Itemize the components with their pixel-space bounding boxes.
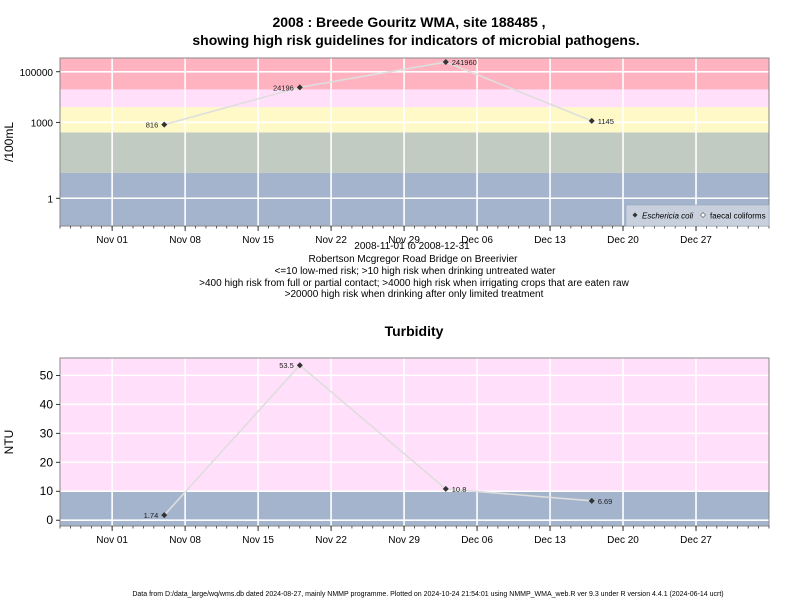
x-tick-label: Dec 27: [680, 535, 712, 546]
chart1-x-axis: Nov 01 Nov 08 Nov 15 Nov 22 Nov 29 Dec 06 Dec …: [59, 226, 770, 246]
risk-band: [60, 358, 769, 492]
chart1-legend-box: [625, 204, 770, 227]
x-tick-label: Nov 15: [242, 535, 274, 546]
risk-band: [60, 107, 769, 133]
chart1-title-line1: 2008 : Breede Gouritz WMA, site 188485 ,: [272, 14, 545, 30]
x-tick-label: Dec 06: [461, 535, 493, 546]
risk-band: [60, 58, 769, 90]
chart1-title-line2: showing high risk guidelines for indicat…: [192, 32, 639, 48]
data-point: [296, 84, 303, 91]
data-label: 1145: [598, 117, 614, 126]
chart1-subtitle-line: Robertson Mcgregor Road Bridge on Breeri…: [309, 254, 519, 265]
y-tick-label: 20: [40, 455, 54, 469]
x-tick-label: Nov 08: [169, 235, 201, 246]
chart1-subtitle-line: >20000 high risk when drinking after onl…: [285, 289, 544, 300]
risk-band: [60, 89, 769, 108]
footer-note: Data from D:/data_large/wq/wms.db dated …: [132, 591, 723, 598]
x-tick-label: Nov 08: [169, 535, 201, 546]
data-label: 1.74: [144, 511, 159, 520]
y-tick-label: 0: [46, 513, 53, 527]
x-tick-label: Dec 13: [534, 235, 566, 246]
chart2-gridlines: [60, 358, 769, 526]
x-tick-label: Nov 15: [242, 235, 274, 246]
series-line: [163, 364, 592, 516]
data-point: [442, 59, 449, 66]
legend-faecal-marker: [700, 212, 706, 218]
y-tick-label: 1: [47, 194, 53, 205]
data-point: [296, 362, 303, 369]
x-tick-label: Dec 06: [461, 235, 493, 246]
chart1-series: 816 24196 241960 1145: [146, 58, 614, 130]
y-tick-label: 40: [40, 397, 54, 411]
data-point: [588, 117, 595, 124]
x-tick-label: Dec 13: [534, 535, 566, 546]
legend-ecoli-marker: [632, 212, 638, 218]
y-tick-label: 10: [40, 484, 54, 498]
chart1-legend-item-ecoli: Eschericia coli: [642, 212, 693, 221]
chart2-y-axis: 0 10 20 30 40 50: [40, 368, 60, 527]
x-tick-label: Nov 01: [96, 535, 128, 546]
chart1-legend-item-faecal: faecal coliforms: [710, 212, 766, 221]
chart2-x-axis: Nov 01 Nov 08 Nov 15 Nov 22 Nov 29 Dec 06 Dec …: [59, 526, 770, 546]
data-label: 10.8: [452, 485, 467, 494]
chart2-y-axis-label: NTU: [2, 430, 16, 455]
x-tick-label: Nov 22: [315, 535, 347, 546]
x-tick-label: Nov 01: [96, 235, 128, 246]
chart2-risk-bands: [60, 358, 769, 526]
chart1-y-axis-label: /100mL: [2, 122, 16, 162]
data-point: [161, 121, 168, 128]
data-label: 53.5: [279, 361, 294, 370]
risk-band: [60, 132, 769, 173]
chart1-subtitle-line: 2008-11-01 to 2008-12-31: [354, 241, 470, 252]
chart1-legend: Eschericia coli faecal coliforms: [625, 204, 770, 227]
data-label: 6.69: [598, 497, 613, 506]
chart1-subtitle-line: >400 high risk from full or partial cont…: [199, 278, 629, 289]
chart1-subtitle-line: <=10 low-med risk; >10 high risk when dr…: [275, 266, 557, 277]
chart1-y-axis: 1 1000 100000: [20, 68, 60, 205]
chart2-title: Turbidity: [385, 323, 444, 339]
data-label: 24196: [273, 83, 294, 92]
y-tick-label: 50: [40, 368, 54, 382]
data-label: 816: [146, 121, 159, 130]
x-tick-label: Dec 20: [607, 535, 639, 546]
y-tick-label: 100000: [20, 68, 54, 79]
chart1-risk-bands: [60, 58, 769, 226]
data-point: [588, 497, 595, 504]
y-tick-label: 30: [40, 426, 54, 440]
chart2-series: 1.74 53.5 10.8 6.69: [144, 361, 613, 520]
x-tick-label: Nov 29: [388, 535, 420, 546]
data-point: [442, 485, 449, 492]
x-tick-label: Nov 22: [315, 235, 347, 246]
series-line: [164, 61, 593, 126]
x-tick-label: Nov 29: [388, 235, 420, 246]
chart1-gridlines: [60, 58, 769, 226]
y-tick-label: 1000: [31, 118, 54, 129]
data-point: [161, 512, 168, 519]
data-label: 241960: [452, 58, 477, 67]
x-tick-label: Dec 20: [607, 235, 639, 246]
x-tick-label: Dec 27: [680, 235, 712, 246]
